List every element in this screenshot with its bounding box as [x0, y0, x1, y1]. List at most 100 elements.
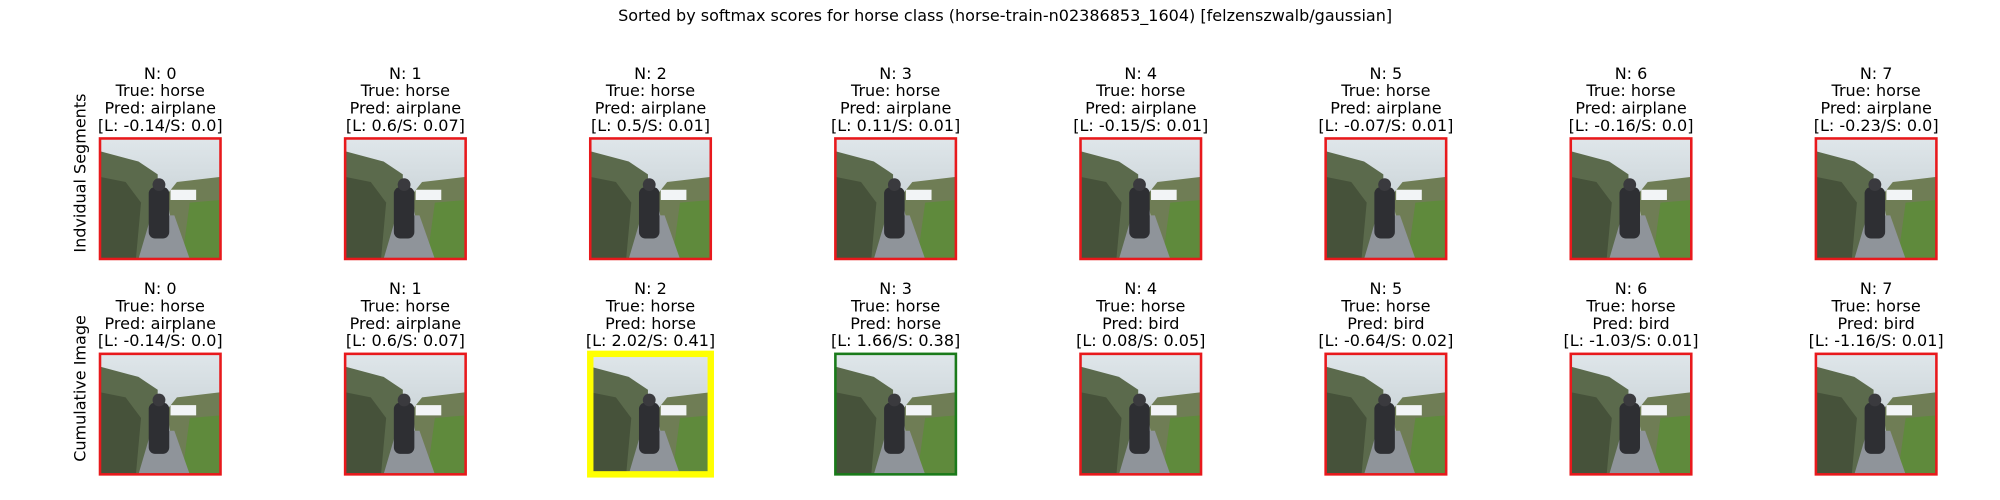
panel-caption: Pred: horse — [850, 314, 941, 333]
panel-caption: N: 7 — [1860, 64, 1893, 83]
segment-image — [1570, 138, 1692, 259]
panel-caption: [L: -0.64/S: 0.02] — [1318, 331, 1453, 350]
panel-caption: Pred: bird — [1102, 314, 1179, 333]
image-border — [1814, 352, 1938, 476]
panel-caption: Pred: airplane — [350, 314, 461, 333]
panel-caption: True: horse — [850, 81, 940, 100]
image-border — [1079, 352, 1203, 476]
panel-caption: N: 1 — [389, 64, 422, 83]
panel-caption: Pred: airplane — [105, 98, 216, 117]
image-border — [343, 137, 467, 261]
panel-caption: True: horse — [1095, 297, 1185, 316]
panel-caption: [L: -0.14/S: 0.0] — [98, 116, 223, 135]
image-border — [1814, 137, 1938, 261]
panel-caption: Pred: bird — [1838, 314, 1915, 333]
panel-caption: [L: -0.07/S: 0.01] — [1318, 116, 1453, 135]
panel-caption: True: horse — [850, 297, 940, 316]
panel-caption: Pred: airplane — [595, 98, 706, 117]
panel-caption: [L: -0.15/S: 0.01] — [1073, 116, 1208, 135]
segment-image — [1080, 353, 1202, 475]
panel-caption: N: 2 — [634, 279, 667, 298]
panel-caption: [L: -0.16/S: 0.0] — [1569, 116, 1694, 135]
image-border — [834, 137, 958, 261]
panel-caption: Pred: airplane — [1575, 98, 1686, 117]
panel-caption: True: horse — [1585, 81, 1675, 100]
panel-caption: [L: 0.6/S: 0.07] — [346, 331, 465, 350]
image-border — [1324, 352, 1448, 476]
panel-caption: True: horse — [1340, 81, 1430, 100]
image-border — [587, 350, 714, 478]
panel-caption: [L: 2.02/S: 0.41] — [586, 331, 715, 350]
panel-caption: Pred: bird — [1592, 314, 1669, 333]
panel-caption: N: 0 — [144, 64, 177, 83]
panel-caption: [L: 0.08/S: 0.05] — [1076, 331, 1205, 350]
panel-caption: N: 6 — [1615, 279, 1648, 298]
panel-caption: Pred: airplane — [840, 98, 951, 117]
image-border — [1079, 137, 1203, 261]
segment-image — [835, 138, 956, 259]
panel-caption: N: 4 — [1124, 279, 1157, 298]
panel-caption: N: 6 — [1615, 64, 1648, 83]
panel-caption: N: 5 — [1370, 64, 1403, 83]
panel-caption: N: 7 — [1860, 279, 1893, 298]
row-label: Indvidual Segments — [70, 94, 89, 253]
panel-caption: True: horse — [605, 297, 695, 316]
segment-image — [590, 353, 711, 475]
image-border — [1569, 352, 1693, 476]
segment-image — [1080, 138, 1202, 259]
image-border — [98, 352, 222, 476]
panel-caption: [L: -1.03/S: 0.01] — [1563, 331, 1698, 350]
segment-image — [590, 138, 711, 259]
segment-image — [1325, 138, 1447, 259]
segment-image — [835, 353, 956, 475]
image-border — [1569, 137, 1693, 261]
segment-image — [100, 138, 221, 259]
panel-caption: N: 1 — [389, 279, 422, 298]
segment-image — [1325, 353, 1447, 475]
panel-caption: N: 4 — [1124, 64, 1157, 83]
panel-caption: Pred: airplane — [105, 314, 216, 333]
panel-caption: [L: 0.11/S: 0.01] — [831, 116, 960, 135]
segment-image — [1815, 353, 1937, 475]
segment-image — [345, 138, 466, 259]
panel-caption: [L: -0.23/S: 0.0] — [1814, 116, 1939, 135]
panel-caption: [L: -0.14/S: 0.0] — [98, 331, 223, 350]
panel-caption: True: horse — [360, 297, 450, 316]
panel-caption: True: horse — [1095, 81, 1185, 100]
image-border — [98, 137, 222, 261]
panel-caption: N: 2 — [634, 64, 667, 83]
panel-caption: True: horse — [115, 81, 205, 100]
panel-caption: True: horse — [1831, 81, 1921, 100]
panel-caption: [L: -1.16/S: 0.01] — [1809, 331, 1944, 350]
segment-image — [1815, 138, 1937, 259]
panel-caption: N: 3 — [879, 279, 912, 298]
panel-caption: True: horse — [115, 297, 205, 316]
image-border — [1324, 137, 1448, 261]
panel-caption: N: 0 — [144, 279, 177, 298]
image-border — [588, 137, 713, 261]
panel-caption: True: horse — [360, 81, 450, 100]
segment-image — [345, 353, 466, 475]
row-label: Cumulative Image — [70, 315, 89, 462]
panel-caption: [L: 1.66/S: 0.38] — [831, 331, 960, 350]
figure-title: Sorted by softmax scores for horse class… — [618, 6, 1392, 26]
panel-caption: [L: 0.6/S: 0.07] — [346, 116, 465, 135]
panel-caption: Pred: airplane — [350, 98, 461, 117]
panel-caption: Pred: airplane — [1330, 98, 1441, 117]
panel-caption: True: horse — [1585, 297, 1675, 316]
image-border — [343, 352, 467, 476]
panel-caption: N: 3 — [879, 64, 912, 83]
panel-caption: True: horse — [1340, 297, 1430, 316]
segment-image — [100, 353, 221, 475]
panel-caption: [L: 0.5/S: 0.01] — [591, 116, 710, 135]
panel-caption: True: horse — [605, 81, 695, 100]
panel-caption: Pred: airplane — [1820, 98, 1931, 117]
panel-caption: True: horse — [1831, 297, 1921, 316]
panel-caption: Pred: bird — [1347, 314, 1424, 333]
panel-caption: Pred: horse — [605, 314, 696, 333]
panel-caption: N: 5 — [1370, 279, 1403, 298]
panel-caption: Pred: airplane — [1085, 98, 1196, 117]
segment-image — [1570, 353, 1692, 475]
